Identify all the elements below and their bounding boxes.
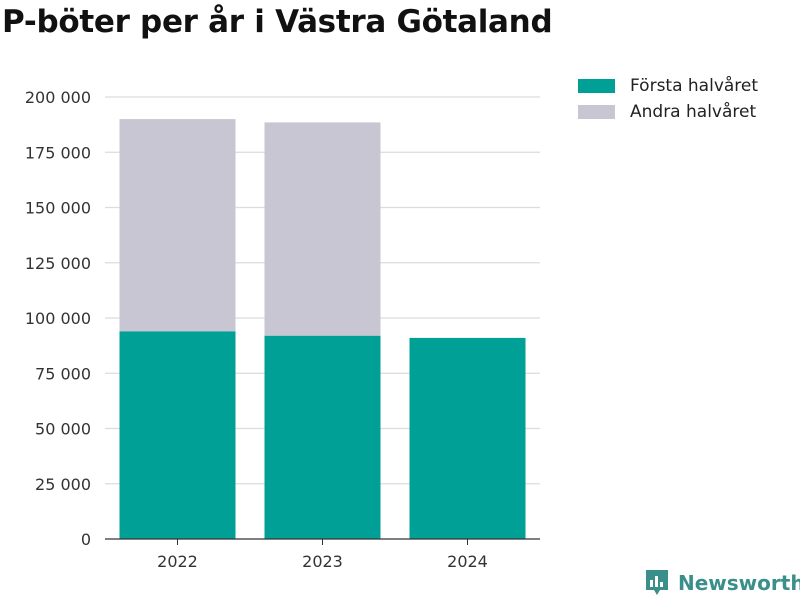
y-tick-label: 0 [81, 530, 91, 549]
y-tick-label: 125 000 [25, 254, 91, 273]
bar-2023-series-0 [264, 335, 381, 539]
legend: Första halvåret Andra halvåret [578, 73, 758, 125]
y-tick-label: 175 000 [25, 143, 91, 162]
newsworthy-logo-icon [646, 570, 668, 595]
y-axis-ticks: 0 25 000 50 000 75 000 100 000 125 000 150 000… [25, 88, 91, 549]
y-tick-label: 200 000 [25, 88, 91, 107]
legend-swatch-first-half [578, 79, 615, 93]
brand-name: Newsworthy [678, 571, 800, 595]
y-tick-label: 25 000 [35, 475, 91, 494]
x-tick-label: 2023 [302, 552, 343, 571]
bar-2023-series-1 [264, 122, 381, 336]
legend-item-second-half: Andra halvåret [578, 99, 758, 125]
x-tick-label: 2022 [157, 552, 198, 571]
bar-2022-series-1 [119, 119, 236, 332]
y-tick-label: 75 000 [35, 364, 91, 383]
bar-2024-series-0 [409, 337, 526, 539]
y-tick-label: 100 000 [25, 309, 91, 328]
legend-label-second-half: Andra halvåret [630, 102, 757, 122]
bars [119, 119, 526, 539]
bar-2022-series-0 [119, 331, 236, 539]
brand-logo: Newsworthy [644, 568, 800, 598]
legend-label-first-half: Första halvåret [630, 76, 759, 96]
x-tick-label: 2024 [447, 552, 488, 571]
legend-item-first-half: Första halvåret [578, 73, 758, 99]
chart-title: P-böter per år i Västra Götaland [2, 4, 553, 40]
y-tick-label: 50 000 [35, 420, 91, 439]
y-tick-label: 150 000 [25, 199, 91, 218]
x-axis-ticks: 2022 2023 2024 [157, 539, 488, 571]
legend-swatch-second-half [578, 105, 615, 119]
